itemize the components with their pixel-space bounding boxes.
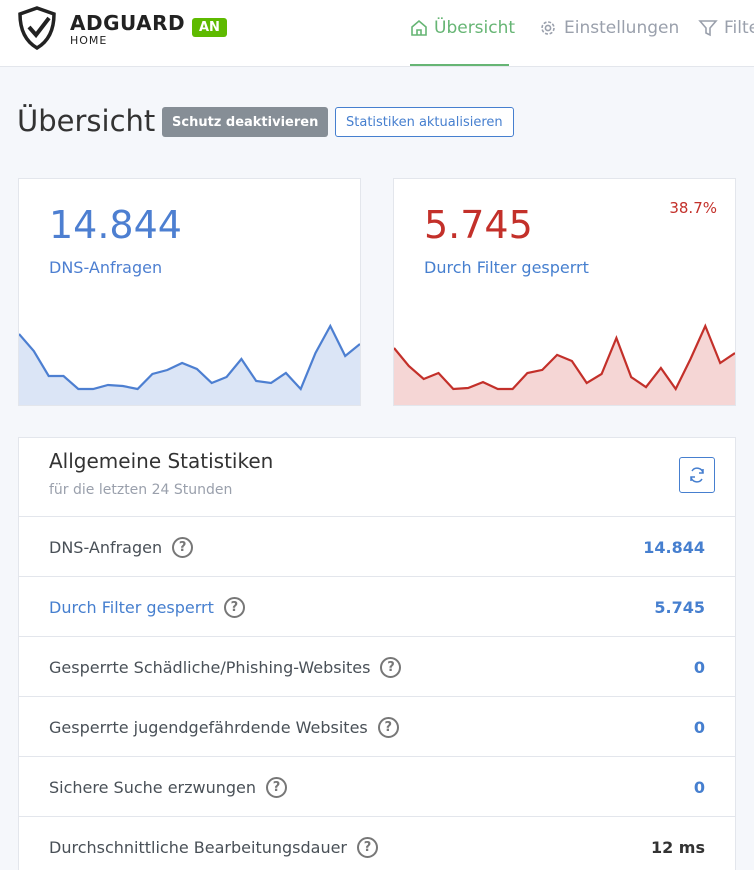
help-icon[interactable]: ?: [266, 776, 288, 798]
card-label: Durch Filter gesperrt: [424, 258, 589, 277]
sparkline: [19, 323, 360, 392]
nav-item[interactable]: Einstellungen: [538, 18, 679, 38]
status-badge: AN: [192, 18, 227, 37]
stats-row: Sichere Suche erzwungen? 0: [19, 756, 735, 817]
row-value: 0: [693, 657, 705, 677]
button[interactable]: Statistiken aktualisieren: [335, 107, 514, 137]
row-value: 14.844: [643, 537, 705, 557]
help-icon[interactable]: ?: [223, 596, 245, 618]
nav-item[interactable]: Filter: [698, 18, 754, 38]
card-value: 5.745: [424, 203, 533, 247]
stats-row: Durch Filter gesperrt? 5.745: [19, 576, 735, 637]
help-icon[interactable]: ?: [357, 836, 379, 858]
sparkline-area: [394, 326, 735, 405]
row-value: 12 ms: [650, 837, 705, 857]
stats-row: Durchschnittliche Bearbeitungsdauer? 12 m…: [19, 816, 735, 870]
row-value: 0: [693, 777, 705, 797]
refresh-icon: [690, 467, 704, 483]
row-label: Durch Filter gesperrt: [49, 597, 214, 617]
help-icon[interactable]: ?: [172, 536, 194, 558]
row-label: Durchschnittliche Bearbeitungsdauer: [49, 837, 348, 857]
active-underline: [410, 64, 509, 66]
gear-icon: [541, 21, 555, 35]
nav-label: Übersicht: [434, 18, 516, 38]
home-icon: [411, 19, 427, 36]
nav-item[interactable]: Übersicht: [410, 18, 515, 38]
sparkline: [394, 323, 735, 392]
row-label: DNS-Anfragen: [49, 537, 163, 557]
stat-card: 14.844 DNS-Anfragen: [18, 178, 361, 406]
logo-sub: HOME: [70, 34, 108, 47]
refresh-button[interactable]: [679, 457, 715, 493]
stat-card: 5.745 Durch Filter gesperrt 38.7%: [393, 178, 736, 406]
nav-label: Einstellungen: [564, 18, 680, 38]
help-icon[interactable]: ?: [377, 716, 399, 738]
stats-row: DNS-Anfragen? 14.844: [19, 516, 735, 577]
card-value: 14.844: [49, 203, 182, 247]
page-title: Übersicht: [17, 104, 156, 138]
logo-icon: [18, 6, 56, 50]
row-label: Sichere Suche erzwungen: [49, 777, 257, 797]
row-label: Gesperrte Schädliche/Phishing-Websites: [49, 657, 371, 677]
sparkline-chart: [19, 323, 360, 405]
row-label: Gesperrte jugendgefährdende Websites: [49, 717, 368, 737]
sparkline-chart: [394, 323, 735, 405]
stats-title: Allgemeine Statistiken: [49, 449, 274, 473]
card-percent: 38.7%: [669, 199, 717, 217]
nav-label: Filter: [724, 18, 754, 38]
button[interactable]: Schutz deaktivieren: [162, 107, 329, 137]
row-value: 5.745: [654, 597, 705, 617]
card-label: DNS-Anfragen: [49, 258, 163, 277]
stats-row: Gesperrte Schädliche/Phishing-Websites? 0: [19, 636, 735, 697]
stats-row: Gesperrte jugendgefährdende Websites? 0: [19, 696, 735, 757]
stats-subtitle: für die letzten 24 Stunden: [49, 482, 233, 498]
header: ADGUARD HOME AN Übersicht Einstellungen …: [0, 0, 754, 67]
stats-card: Allgemeine Statistiken für die letzten 2…: [18, 437, 736, 870]
row-value: 0: [693, 717, 705, 737]
logo-name: ADGUARD: [70, 11, 186, 35]
filter-icon: [698, 20, 718, 37]
sparkline-area: [19, 326, 360, 405]
help-icon[interactable]: ?: [380, 656, 402, 678]
